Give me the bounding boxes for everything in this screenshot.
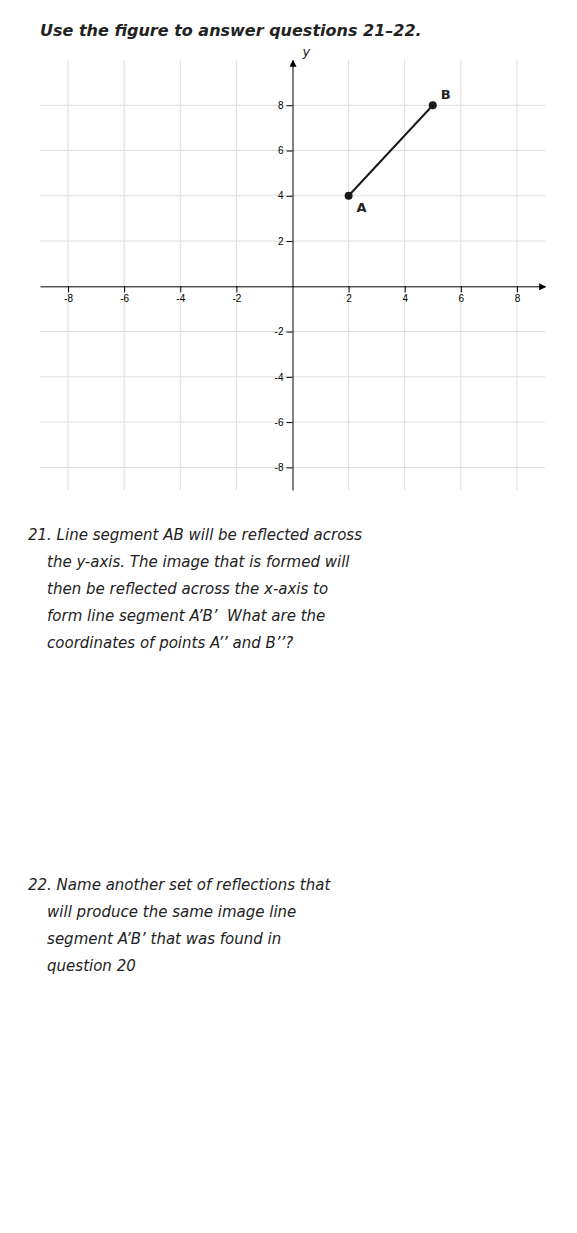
tick: 2 [346, 286, 352, 304]
question: 22. Name another set of reflections that… [28, 876, 331, 975]
grid [40, 60, 545, 490]
tick-label: 8 [278, 100, 284, 111]
point [429, 101, 437, 109]
grid-line [404, 60, 405, 490]
tick-mark [287, 422, 293, 423]
tick: 6 [278, 145, 293, 156]
annotation: will produce the same image line [28, 903, 296, 921]
tick-mark [236, 286, 237, 292]
tick-mark [461, 286, 462, 292]
point-label: A [357, 200, 367, 215]
tick: 4 [278, 190, 293, 201]
tick-label: -8 [64, 293, 73, 304]
annotation: question 20 [28, 957, 136, 975]
tick: 8 [515, 286, 521, 304]
tick: -4 [275, 372, 293, 383]
annotation: the y-axis. The image that is formed wil… [28, 553, 350, 571]
annotation: 21. Line segment AB will be reflected ac… [28, 526, 362, 544]
grid-line [236, 60, 237, 490]
tick-mark [349, 286, 350, 292]
line [349, 105, 433, 196]
y-axis: -8 -6 -4 -2 2 4 6 8 [275, 61, 293, 491]
tick-mark [287, 105, 293, 106]
tick-mark [287, 196, 293, 197]
tick: 6 [459, 286, 465, 304]
tick: 2 [278, 236, 293, 247]
grid-line [68, 60, 69, 490]
annotation: segment A’B’ that was found in [28, 930, 281, 948]
tick-label: -6 [275, 417, 284, 428]
tick-mark [287, 151, 293, 152]
annotation: 22. Name another set of reflections that [28, 876, 331, 894]
point-labels: AB [357, 87, 451, 215]
grid-line [348, 60, 349, 490]
point [345, 192, 353, 200]
tick-mark [68, 286, 69, 292]
tick: -6 [120, 286, 129, 304]
question: 21. Line segment AB will be reflected ac… [28, 526, 362, 652]
tick: -4 [176, 286, 185, 304]
tick-label: -8 [275, 462, 284, 473]
tick-label: -4 [176, 293, 185, 304]
axis-title: y [302, 44, 311, 59]
tick-label: 6 [278, 145, 284, 156]
tick: -2 [275, 326, 293, 337]
tick-mark [124, 286, 125, 292]
tick-label: 8 [515, 293, 521, 304]
tick: -8 [275, 462, 293, 473]
tick-label: -2 [232, 293, 241, 304]
chart: Use the figure to answer questions 21–22… [0, 0, 577, 1233]
tick-mark [287, 332, 293, 333]
tick-label: 6 [459, 293, 465, 304]
marks [345, 101, 437, 200]
tick-mark [405, 286, 406, 292]
tick-label: 2 [346, 293, 352, 304]
tick: -8 [64, 286, 73, 304]
tick: 4 [402, 286, 408, 304]
tick-label: 4 [402, 293, 408, 304]
grid-line [180, 60, 181, 490]
tick: -2 [232, 286, 241, 304]
annotation: then be reflected across the x-axis to [28, 580, 328, 598]
grid-line [124, 60, 125, 490]
tick-mark [287, 377, 293, 378]
plot: -8-6-4-22468-8-6-4-22468yAB [40, 44, 546, 491]
annotation: coordinates of points A’’ and B’’? [28, 634, 293, 652]
tick-label: 2 [278, 236, 284, 247]
point-label: B [441, 87, 451, 102]
tick-label: -2 [275, 326, 284, 337]
tick-label: -6 [120, 293, 129, 304]
tick-mark [180, 286, 181, 292]
grid-line [516, 60, 517, 490]
tick-mark [287, 241, 293, 242]
annotation: form line segment A’B’ What are the [28, 607, 325, 625]
axis-line [293, 61, 294, 491]
tick-mark [517, 286, 518, 292]
title: Use the figure to answer questions 21–22… [40, 21, 422, 40]
tick: 8 [278, 100, 293, 111]
tick: -6 [275, 417, 293, 428]
tick-label: 4 [278, 190, 284, 201]
tick-label: -4 [275, 372, 284, 383]
tick-mark [287, 467, 293, 468]
grid-line [460, 60, 461, 490]
